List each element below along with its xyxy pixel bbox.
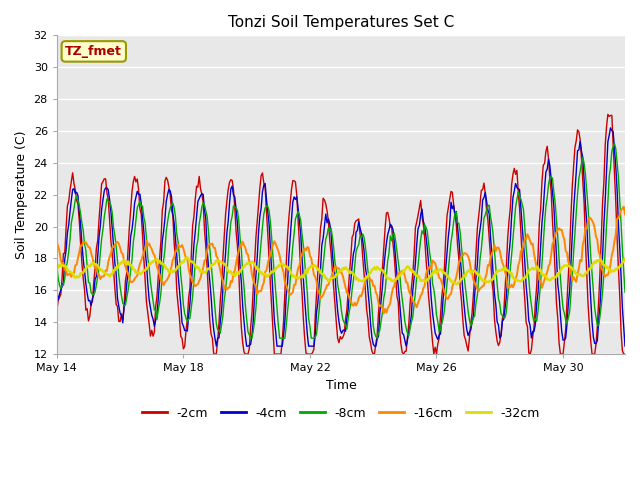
- Legend: -2cm, -4cm, -8cm, -16cm, -32cm: -2cm, -4cm, -8cm, -16cm, -32cm: [137, 402, 545, 425]
- -2cm: [97, 198, 104, 204]
- -32cm: [384, 275, 392, 281]
- -16cm: [380, 311, 388, 316]
- -8cm: [248, 336, 256, 341]
- -2cm: [53, 308, 61, 313]
- -8cm: [575, 176, 582, 181]
- Line: -16cm: -16cm: [57, 207, 625, 313]
- -4cm: [621, 343, 629, 349]
- Line: -4cm: -4cm: [57, 128, 625, 346]
- -2cm: [575, 129, 582, 135]
- -4cm: [212, 343, 220, 349]
- Y-axis label: Soil Temperature (C): Soil Temperature (C): [15, 131, 28, 259]
- -8cm: [504, 294, 511, 300]
- -16cm: [492, 248, 500, 254]
- -32cm: [493, 268, 501, 274]
- Title: Tonzi Soil Temperatures Set C: Tonzi Soil Temperatures Set C: [228, 15, 454, 30]
- -4cm: [504, 272, 511, 277]
- Line: -2cm: -2cm: [57, 114, 625, 354]
- -32cm: [184, 254, 191, 260]
- -4cm: [449, 206, 456, 212]
- -16cm: [97, 276, 104, 282]
- -32cm: [97, 267, 104, 273]
- -16cm: [449, 284, 456, 289]
- -8cm: [53, 264, 61, 269]
- -8cm: [384, 257, 392, 263]
- -4cm: [575, 147, 582, 153]
- -16cm: [384, 305, 392, 311]
- Text: TZ_fmet: TZ_fmet: [65, 45, 122, 58]
- -8cm: [449, 230, 456, 236]
- -2cm: [621, 351, 629, 357]
- -8cm: [97, 250, 104, 256]
- Line: -8cm: -8cm: [57, 144, 625, 338]
- -8cm: [492, 265, 500, 271]
- Line: -32cm: -32cm: [57, 257, 625, 284]
- -16cm: [575, 265, 582, 271]
- -2cm: [604, 111, 612, 117]
- -32cm: [53, 264, 61, 270]
- -2cm: [504, 235, 511, 241]
- -4cm: [607, 125, 614, 131]
- -2cm: [492, 329, 500, 335]
- -4cm: [492, 301, 500, 307]
- -4cm: [384, 232, 392, 238]
- -16cm: [620, 204, 628, 210]
- -32cm: [505, 269, 513, 275]
- -32cm: [621, 256, 629, 262]
- -8cm: [611, 141, 618, 146]
- -4cm: [97, 223, 104, 229]
- -32cm: [449, 279, 456, 285]
- X-axis label: Time: Time: [326, 379, 356, 392]
- -2cm: [210, 351, 218, 357]
- -16cm: [621, 212, 629, 217]
- -32cm: [452, 281, 460, 287]
- -16cm: [53, 240, 61, 246]
- -32cm: [577, 271, 584, 277]
- -2cm: [449, 190, 456, 195]
- -8cm: [621, 289, 629, 295]
- -2cm: [384, 209, 392, 215]
- -4cm: [53, 289, 61, 295]
- -16cm: [504, 285, 511, 291]
